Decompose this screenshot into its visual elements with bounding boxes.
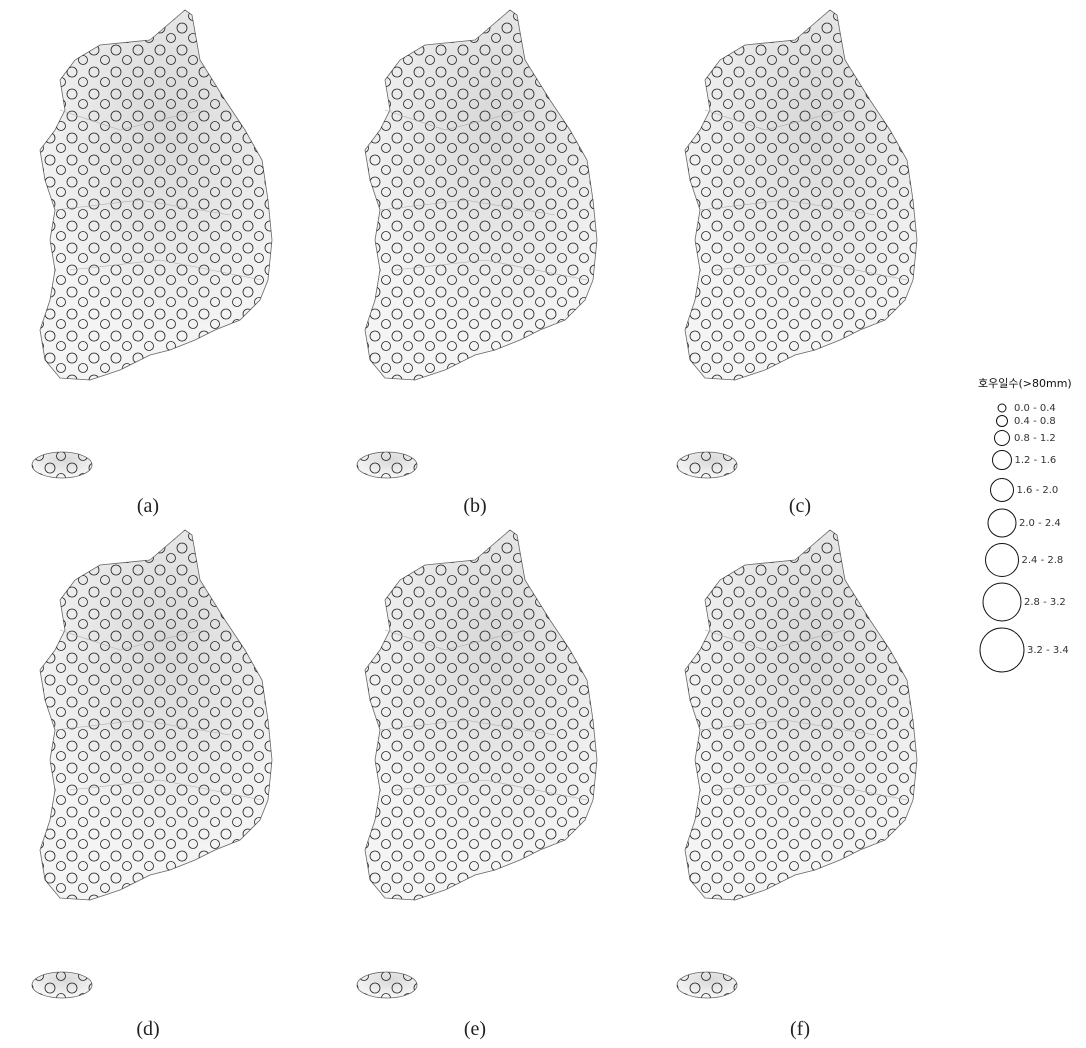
map (357, 10, 597, 478)
legend-label: 2.4 - 2.8 (1022, 555, 1064, 566)
legend-label: 1.2 - 1.6 (1015, 455, 1057, 466)
legend-symbol (991, 479, 1014, 502)
legend-label: 2.8 - 3.2 (1024, 597, 1066, 608)
legend-label: 0.8 - 1.2 (1014, 433, 1056, 444)
panel-label: (e) (464, 1018, 486, 1040)
legend-symbol (993, 451, 1012, 470)
map-panels: (a) (b) (c) (d) (e) (f) (32, 10, 917, 1040)
figure: (a) (b) (c) (d) (e) (f) 호우일수(>80mm) 0.0 - 0.4… (0, 0, 1086, 1048)
legend-symbol (997, 416, 1008, 427)
legend-label: 0.4 - 0.8 (1014, 416, 1056, 427)
map (677, 530, 917, 998)
map (677, 10, 917, 478)
legend-title: 호우일수(>80mm) (978, 376, 1072, 390)
panel-label: (f) (790, 1018, 810, 1040)
map (357, 530, 597, 998)
legend-label: 1.6 - 2.0 (1017, 485, 1059, 496)
legend-symbol (983, 583, 1021, 621)
legend-symbol (980, 628, 1024, 672)
panel-label: (b) (463, 495, 486, 517)
legend-label: 2.0 - 2.4 (1019, 518, 1061, 529)
panel-label: (c) (789, 495, 811, 517)
panel-label: (d) (136, 1018, 159, 1040)
map (32, 530, 272, 998)
legend: 호우일수(>80mm) 0.0 - 0.4 0.4 - 0.8 0.8 - 1.2 1… (978, 376, 1072, 672)
legend-symbol (988, 509, 1016, 537)
legend-symbol (998, 404, 1006, 412)
legend-symbol (995, 431, 1010, 446)
legend-label: 3.2 - 3.4 (1027, 645, 1069, 656)
legend-label: 0.0 - 0.4 (1014, 403, 1056, 414)
panel-label: (a) (137, 495, 159, 517)
legend-symbol (986, 544, 1019, 577)
map (32, 10, 272, 478)
